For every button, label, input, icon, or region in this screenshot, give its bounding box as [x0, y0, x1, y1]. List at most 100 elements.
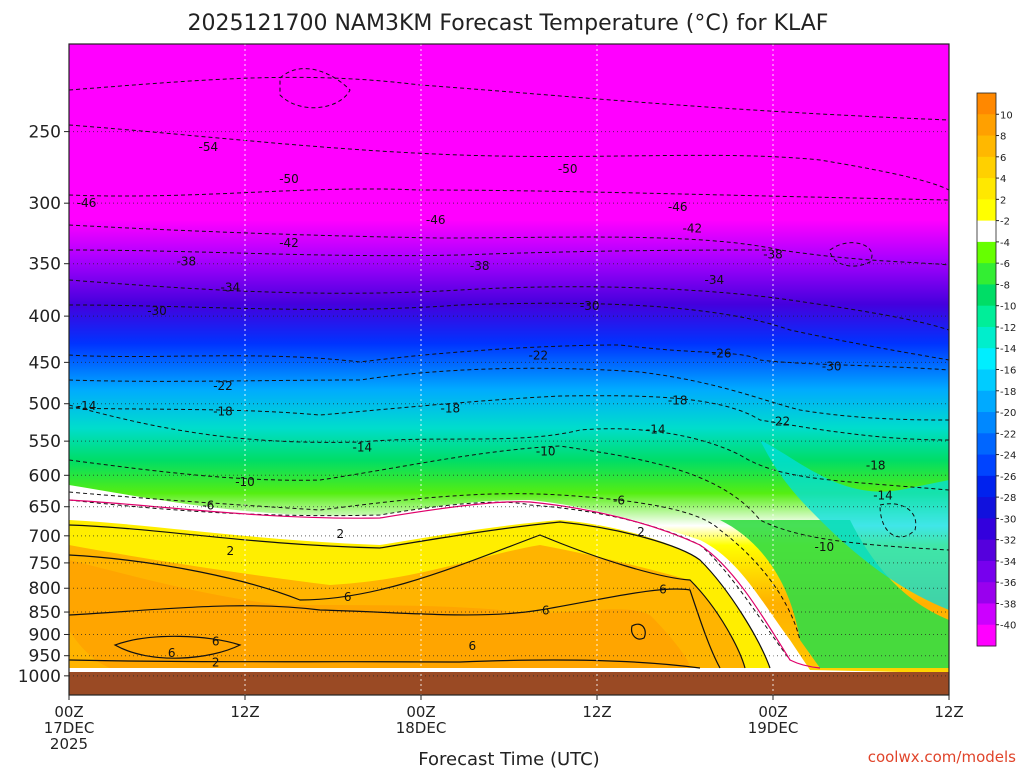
contour-label: -42 [279, 236, 299, 250]
isotherm-line [69, 404, 949, 491]
isotherm-line [69, 534, 746, 669]
contour-labels: -54 -50 -50 -46 -46 -46 -42 -42 -38 -38 -38 -34 -34 -… [77, 140, 893, 670]
colorbar-swatch [977, 624, 996, 647]
contour-label: -30 [580, 299, 600, 313]
y-tick-label: 700 [29, 527, 61, 547]
x-tick-label: 00Z [406, 703, 435, 721]
contour-label: 6 [542, 604, 550, 618]
colorbar-swatch [977, 475, 996, 498]
ground-level [69, 672, 949, 695]
x-tick-label: 12Z [934, 703, 963, 721]
contour-label: 2 [637, 525, 645, 539]
contour-label: 6 [168, 646, 176, 660]
x-tick-label: 00Z [54, 703, 83, 721]
colorbar-swatch [977, 390, 996, 413]
contour-label: -10 [815, 540, 835, 554]
contour-label: -30 [147, 304, 167, 318]
colorbar-swatch [977, 326, 996, 349]
contour-label: -46 [668, 200, 688, 214]
x-tick-label: 2025 [50, 735, 88, 753]
cold-intrusion-cyan [760, 440, 949, 610]
y-tick-label: 800 [29, 579, 61, 599]
x-tick-label: 19DEC [748, 719, 799, 737]
colorbar-swatch [977, 560, 996, 583]
colorbar-swatch [977, 284, 996, 307]
colorbar-label: -34 [1000, 557, 1016, 568]
contour-label: -18 [866, 458, 886, 472]
isotherm-line [69, 491, 801, 641]
colorbar: 10 8 6 4 2 -2 -4 -6 -8 -10 -12 -14 -16 -18 -20 -22 -24 -2… [976, 92, 1016, 647]
y-tick-label: 350 [29, 255, 61, 275]
colorbar-swatch [977, 305, 996, 328]
contour-label: -50 [279, 172, 299, 186]
colorbar-label: -22 [1000, 429, 1016, 440]
contour-label: 2 [337, 527, 345, 541]
colorbar-label: -14 [1000, 344, 1016, 355]
colorbar-swatch [977, 135, 996, 158]
contour-label: -38 [177, 254, 197, 268]
contour-label: 6 [659, 583, 667, 597]
colorbar-label: -26 [1000, 472, 1016, 483]
warm-isotherms [69, 521, 771, 669]
contour-label: -46 [77, 196, 97, 210]
isotherm-line [69, 124, 949, 191]
contour-label: -10 [235, 475, 255, 489]
colorbar-label: 10 [1000, 110, 1013, 121]
isotherm-line [69, 588, 721, 669]
isotherm-line [69, 249, 781, 257]
colorbar-swatch [977, 603, 996, 626]
contour-label: -22 [213, 379, 233, 393]
colorbar-label: 6 [1000, 153, 1006, 164]
contour-label: 6 [344, 590, 352, 604]
colorbar-label: -4 [1000, 238, 1010, 249]
isotherm-line [69, 224, 949, 266]
contour-label: -14 [873, 489, 893, 503]
colorbar-swatch [977, 178, 996, 200]
y-tick-label: 450 [29, 353, 61, 373]
contour-label: -6 [613, 494, 625, 508]
colorbar-swatch [977, 539, 996, 562]
isotherm-line [69, 395, 949, 441]
grid-lines [69, 44, 949, 695]
y-tick-label: 500 [29, 395, 61, 415]
colorbar-swatch [977, 348, 996, 370]
x-tick-label: 17DEC [44, 719, 95, 737]
x-tick-label: 12Z [582, 703, 611, 721]
y-tick-label: 250 [29, 123, 61, 143]
y-tick-label: 650 [29, 498, 61, 518]
contour-label: -22 [529, 348, 549, 362]
contour-label: 6 [469, 639, 477, 653]
colorbar-label: -10 [1000, 302, 1016, 313]
colorbar-label: -18 [1000, 387, 1016, 398]
contour-label: -14 [77, 399, 97, 413]
x-tick-label: 18DEC [396, 719, 447, 737]
lower-green-zone [720, 520, 949, 668]
isotherm-line [279, 68, 351, 109]
colorbar-label: -6 [1000, 259, 1010, 270]
colorbar-label: -12 [1000, 323, 1016, 334]
isotherm-line [69, 445, 949, 551]
colorbar-swatch [977, 582, 996, 604]
contour-label: 2 [227, 544, 235, 558]
contour-label: -18 [213, 404, 233, 418]
y-tick-label: 300 [29, 194, 61, 214]
colorbar-swatch [977, 199, 996, 222]
colorbar-swatch [977, 93, 996, 115]
contour-label: 2 [212, 656, 220, 670]
isotherm-line [69, 659, 701, 669]
contour-label: -26 [712, 347, 732, 361]
colorbar-label: -24 [1000, 451, 1016, 462]
contour-label: -30 [822, 360, 842, 374]
colorbar-label: -8 [1000, 280, 1010, 291]
colorbar-label: -40 [1000, 621, 1016, 632]
colorbar-swatch [977, 497, 996, 519]
chart-title: 2025121700 NAM3KM Forecast Temperature (… [188, 11, 829, 36]
isotherm-contours [69, 68, 949, 661]
colorbar-swatch [977, 412, 996, 434]
colorbar-label: -32 [1000, 536, 1016, 547]
colorbar-label: -20 [1000, 408, 1016, 419]
colorbar-label: -38 [1000, 599, 1016, 610]
y-tick-label: 400 [29, 307, 61, 327]
isotherm-line [69, 367, 949, 421]
